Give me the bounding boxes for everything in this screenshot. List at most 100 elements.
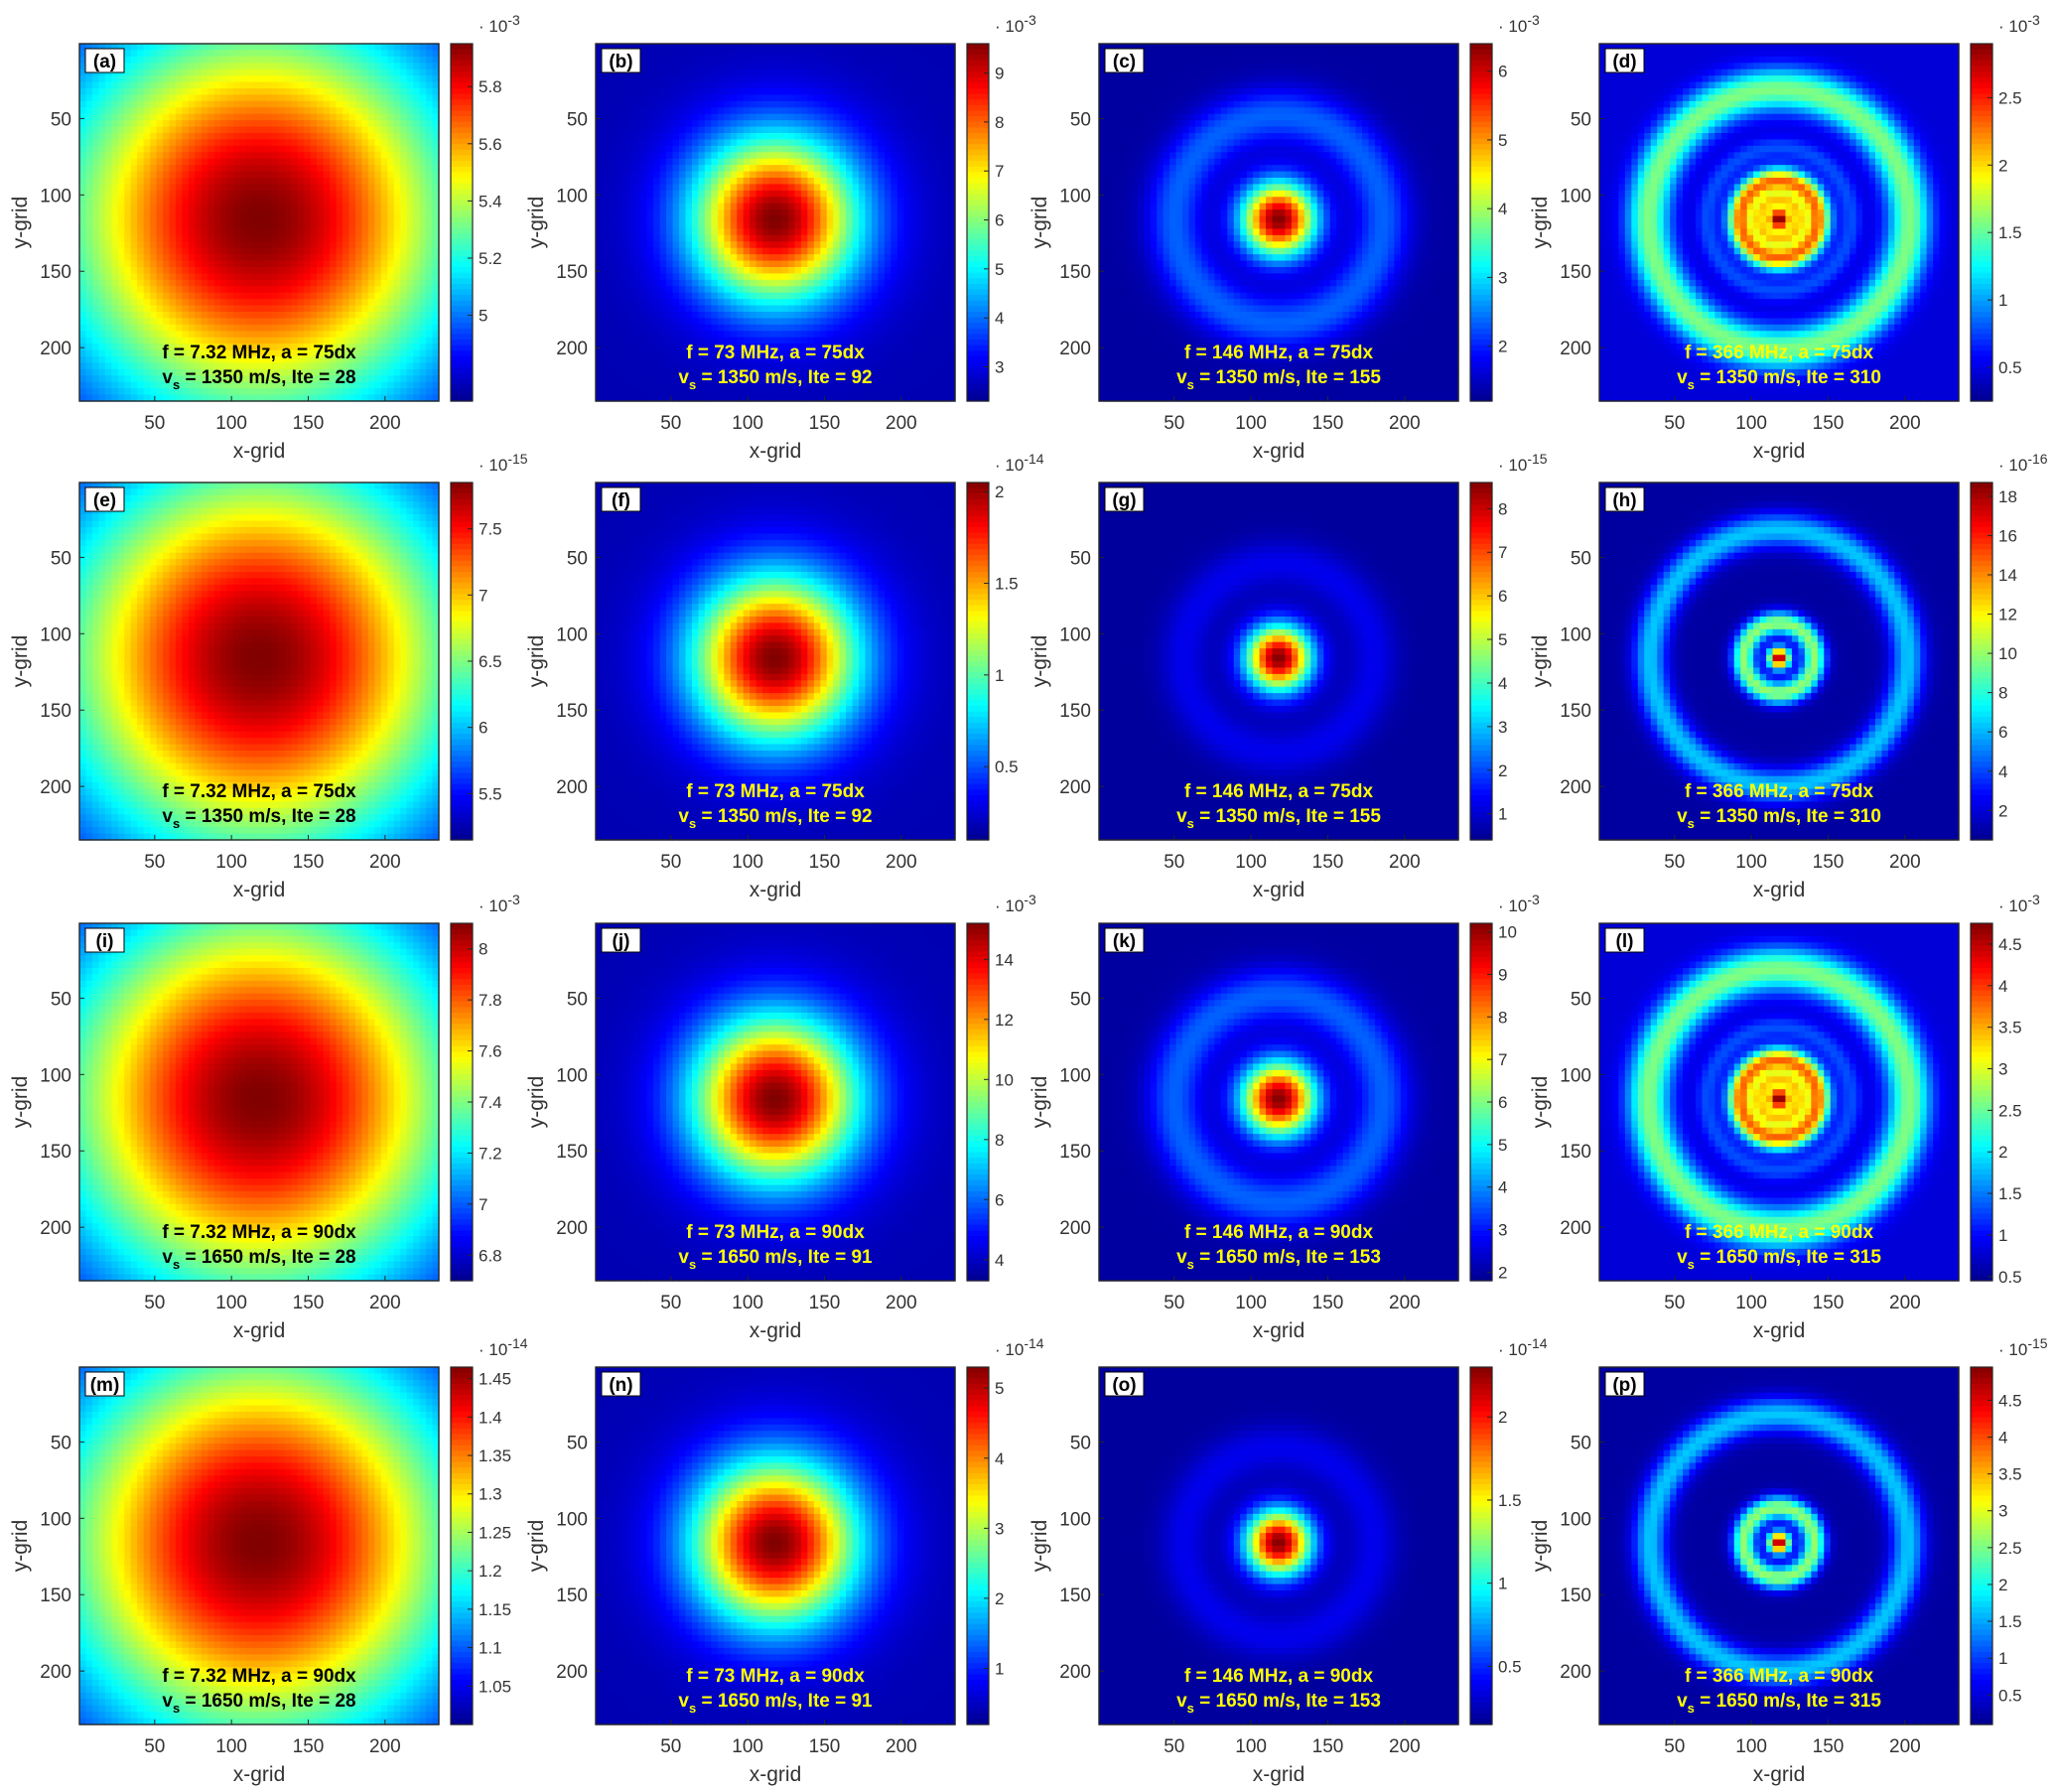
- heatmap-cell: [330, 152, 337, 159]
- heatmap-cell: [124, 107, 131, 114]
- heatmap-cell: [124, 94, 131, 101]
- heatmap-cell: [413, 146, 420, 153]
- heatmap-cell: [361, 101, 368, 108]
- heatmap-cell: [420, 133, 427, 140]
- heatmap-cell: [324, 50, 331, 57]
- heatmap-cell: [426, 184, 433, 191]
- heatmap-cell: [400, 222, 407, 229]
- heatmap-cell: [111, 146, 118, 153]
- heatmap-cell: [317, 88, 324, 95]
- heatmap-cell: [394, 159, 401, 166]
- heatmap-cell: [182, 44, 189, 51]
- heatmap-cell: [272, 209, 279, 216]
- heatmap-cell: [157, 63, 164, 69]
- heatmap-cell: [124, 178, 131, 185]
- heatmap-cell: [304, 165, 311, 172]
- heatmap-cell: [189, 120, 196, 127]
- heatmap-cell: [170, 228, 177, 235]
- heatmap-cell: [259, 178, 266, 185]
- heatmap-cell: [233, 172, 240, 179]
- heatmap-cell: [285, 94, 292, 101]
- heatmap-cell: [111, 222, 118, 229]
- heatmap-cell: [361, 146, 368, 153]
- heatmap-cell: [214, 50, 221, 57]
- heatmap-cell: [98, 146, 105, 153]
- heatmap-cell: [85, 127, 92, 134]
- heatmap-cell: [207, 88, 214, 95]
- heatmap-cell: [259, 139, 266, 146]
- heatmap-cell: [291, 139, 298, 146]
- heatmap-cell: [324, 127, 331, 134]
- heatmap-cell: [182, 172, 189, 179]
- heatmap-cell: [361, 204, 368, 210]
- heatmap-cell: [227, 209, 234, 216]
- heatmap-cell: [426, 82, 433, 89]
- heatmap-cell: [413, 165, 420, 172]
- heatmap-cell: [214, 178, 221, 185]
- heatmap-cell: [337, 146, 343, 153]
- heatmap-cell: [337, 107, 343, 114]
- heatmap-cell: [413, 178, 420, 185]
- heatmap-cell: [240, 88, 247, 95]
- heatmap-cell: [240, 75, 247, 82]
- heatmap-cell: [374, 209, 381, 216]
- heatmap-cell: [407, 88, 414, 95]
- heatmap-cell: [420, 178, 427, 185]
- heatmap-cell: [381, 75, 388, 82]
- heatmap-cell: [253, 191, 260, 198]
- heatmap-cell: [400, 191, 407, 198]
- heatmap-cell: [426, 114, 433, 121]
- heatmap-cell: [118, 178, 125, 185]
- heatmap-cell: [381, 50, 388, 57]
- heatmap-cell: [298, 139, 305, 146]
- heatmap-cell: [85, 197, 92, 204]
- heatmap-cell: [317, 133, 324, 140]
- heatmap-cell: [157, 159, 164, 166]
- heatmap-cell: [259, 172, 266, 179]
- heatmap-cell: [400, 114, 407, 121]
- heatmap-cell: [253, 222, 260, 229]
- heatmap-cell: [355, 165, 362, 172]
- heatmap-cell: [426, 57, 433, 64]
- heatmap-cell: [157, 209, 164, 216]
- heatmap-cell: [413, 57, 420, 64]
- heatmap-cell: [374, 133, 381, 140]
- heatmap-cell: [413, 197, 420, 204]
- heatmap-cell: [131, 63, 138, 69]
- heatmap-cell: [105, 114, 112, 121]
- heatmap-cell: [92, 197, 99, 204]
- heatmap-cell: [394, 63, 401, 69]
- heatmap-cell: [220, 114, 227, 121]
- heatmap-cell: [420, 44, 427, 51]
- heatmap-cell: [170, 127, 177, 134]
- heatmap-cell: [131, 69, 138, 76]
- heatmap-cell: [214, 94, 221, 101]
- heatmap-cell: [220, 191, 227, 198]
- heatmap-cell: [304, 139, 311, 146]
- heatmap-cell: [189, 204, 196, 210]
- heatmap-cell: [343, 178, 349, 185]
- heatmap-cell: [227, 139, 234, 146]
- heatmap-cell: [317, 69, 324, 76]
- heatmap-cell: [163, 209, 170, 216]
- heatmap-cell: [176, 69, 183, 76]
- heatmap-cell: [330, 44, 337, 51]
- heatmap-cell: [227, 57, 234, 64]
- heatmap-cell: [195, 191, 202, 198]
- heatmap-cell: [227, 146, 234, 153]
- heatmap-cell: [374, 82, 381, 89]
- heatmap-cell: [259, 94, 266, 101]
- heatmap-cell: [85, 120, 92, 127]
- heatmap-cell: [163, 139, 170, 146]
- heatmap-cell: [355, 50, 362, 57]
- heatmap-cell: [407, 139, 414, 146]
- heatmap-cell: [118, 184, 125, 191]
- heatmap-cell: [182, 216, 189, 223]
- heatmap-cell: [253, 159, 260, 166]
- heatmap-cell: [285, 88, 292, 95]
- heatmap-cell: [176, 222, 183, 229]
- heatmap-cell: [311, 191, 318, 198]
- heatmap-cell: [394, 44, 401, 51]
- heatmap-cell: [207, 127, 214, 134]
- heatmap-cell: [189, 88, 196, 95]
